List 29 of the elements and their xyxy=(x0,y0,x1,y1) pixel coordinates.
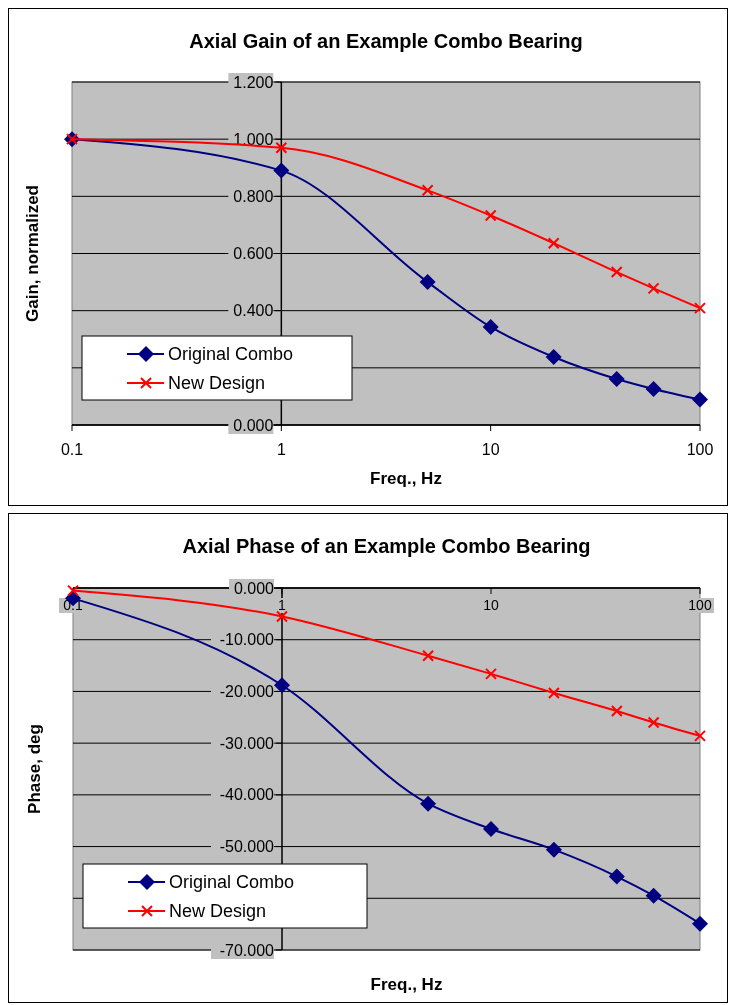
x-tick-label: 10 xyxy=(481,441,500,458)
x-tick-label: 1 xyxy=(276,441,286,458)
y-tick-label: -70.000 xyxy=(219,941,275,959)
y-tick-label: 0.400 xyxy=(233,302,274,320)
legend-label: Original Combo xyxy=(168,344,294,365)
chart-title: Axial Gain of an Example Combo Bearing xyxy=(189,30,583,52)
x-tick-label: 100 xyxy=(686,441,714,458)
chart-title: Axial Phase of an Example Combo Bearing xyxy=(182,535,591,557)
y-tick-label: 0.000 xyxy=(233,579,275,597)
y-axis-title: Gain, normalized xyxy=(23,185,42,322)
x-tick-label: 1 xyxy=(278,597,287,613)
y-tick-label: -50.000 xyxy=(219,838,275,856)
legend-label: Original Combo xyxy=(169,872,295,893)
y-tick-label: -20.000 xyxy=(219,683,275,701)
x-tick-label: 100 xyxy=(688,597,712,613)
x-axis-title: Freq., Hz xyxy=(370,469,442,488)
y-tick-label: 1.200 xyxy=(233,73,274,91)
x-axis-title: Freq., Hz xyxy=(370,975,443,994)
legend-label: New Design xyxy=(168,373,266,394)
y-tick-label: -40.000 xyxy=(219,786,275,804)
y-tick-label: 0.600 xyxy=(233,245,274,263)
y-axis-title: Phase, deg xyxy=(25,724,44,814)
y-tick-label: 0.800 xyxy=(233,187,274,205)
legend-label: New Design xyxy=(169,901,267,922)
x-tick-label: 10 xyxy=(483,597,499,613)
x-tick-label: 0.1 xyxy=(60,441,84,458)
y-tick-label: 0.000 xyxy=(233,416,274,434)
y-tick-label: -10.000 xyxy=(219,631,275,649)
y-tick-label: -30.000 xyxy=(219,734,275,752)
